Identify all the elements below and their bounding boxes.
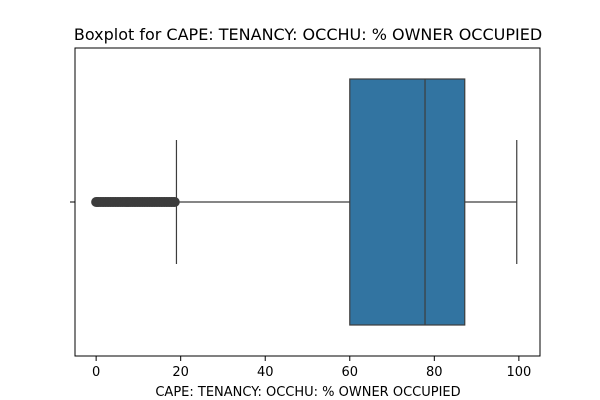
chart-title: Boxplot for CAPE: TENANCY: OCCHU: % OWNE… [74,25,542,44]
x-tick-label: 80 [426,365,443,380]
x-axis: 0 20 40 60 80 100 [92,356,531,380]
x-tick-label: 100 [506,365,531,380]
x-tick-label: 20 [172,365,189,380]
x-tick-label: 0 [92,365,100,380]
boxplot-marks [91,78,518,326]
x-tick-label: 60 [341,365,358,380]
x-tick-label: 40 [257,365,274,380]
box-iqr [349,78,466,326]
outlier-point [169,197,180,207]
x-axis-label: CAPE: TENANCY: OCCHU: % OWNER OCCUPIED [155,385,460,400]
